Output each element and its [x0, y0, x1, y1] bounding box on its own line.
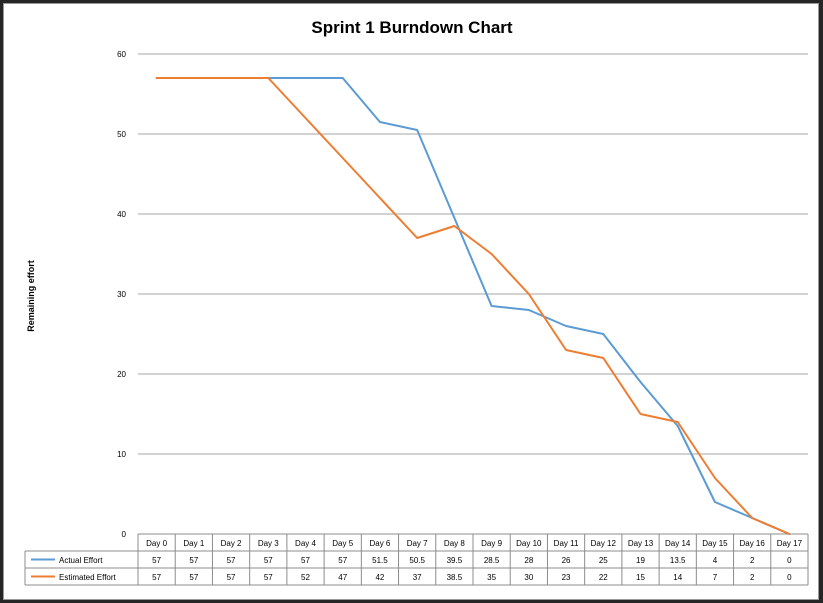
data-table-value: 30 — [524, 573, 533, 582]
data-table-value: 0 — [787, 556, 792, 565]
series-line — [155, 77, 791, 535]
data-table-value: 57 — [264, 556, 273, 565]
data-table-value: 57 — [301, 556, 310, 565]
x-category-label: Day 3 — [258, 539, 279, 548]
data-table-value: 50.5 — [409, 556, 425, 565]
data-table-value: 13.5 — [670, 556, 686, 565]
x-category-label: Day 10 — [516, 539, 542, 548]
data-table-value: 57 — [227, 573, 236, 582]
chart-panel: Sprint 1 Burndown Chart Remaining effort… — [3, 3, 819, 600]
y-tick-label: 10 — [117, 450, 126, 459]
data-table-value: 38.5 — [447, 573, 463, 582]
data-table-value: 57 — [189, 556, 198, 565]
x-category-label: Day 7 — [407, 539, 428, 548]
data-table-value: 57 — [338, 556, 347, 565]
data-table-value: 4 — [713, 556, 718, 565]
data-table-value: 57 — [264, 573, 273, 582]
data-table-value: 2 — [750, 573, 755, 582]
y-tick-label: 50 — [117, 130, 126, 139]
x-category-label: Day 9 — [481, 539, 502, 548]
x-category-label: Day 4 — [295, 539, 316, 548]
data-table-value: 22 — [599, 573, 608, 582]
data-table-value: 23 — [562, 573, 571, 582]
y-tick-label: 0 — [122, 530, 127, 539]
data-table-value: 57 — [152, 556, 161, 565]
data-table-value: 57 — [189, 573, 198, 582]
y-tick-label: 40 — [117, 210, 126, 219]
y-tick-label: 30 — [117, 290, 126, 299]
y-tick-label: 20 — [117, 370, 126, 379]
data-table-value: 37 — [413, 573, 422, 582]
x-category-label: Day 8 — [444, 539, 465, 548]
data-table-value: 28.5 — [484, 556, 500, 565]
x-category-label: Day 0 — [146, 539, 167, 548]
data-table-value: 52 — [301, 573, 310, 582]
data-table-value: 7 — [713, 573, 718, 582]
x-category-label: Day 15 — [702, 539, 728, 548]
data-table-value: 57 — [227, 556, 236, 565]
data-table-value: 19 — [636, 556, 645, 565]
x-category-label: Day 5 — [332, 539, 353, 548]
chart-title: Sprint 1 Burndown Chart — [311, 18, 513, 37]
series-line — [155, 77, 791, 535]
x-category-label: Day 6 — [369, 539, 390, 548]
data-table-value: 26 — [562, 556, 571, 565]
data-table-value: 57 — [152, 573, 161, 582]
data-table-value: 0 — [787, 573, 792, 582]
data-table-value: 35 — [487, 573, 496, 582]
data-table-value: 51.5 — [372, 556, 388, 565]
x-category-label: Day 17 — [777, 539, 803, 548]
data-table-value: 39.5 — [447, 556, 463, 565]
data-table-value: 15 — [636, 573, 645, 582]
data-table-value: 47 — [338, 573, 347, 582]
x-category-label: Day 14 — [665, 539, 691, 548]
legend-label: Estimated Effort — [59, 573, 117, 582]
x-category-label: Day 16 — [739, 539, 765, 548]
data-table-value: 25 — [599, 556, 608, 565]
x-category-label: Day 12 — [591, 539, 617, 548]
data-table-value: 2 — [750, 556, 755, 565]
data-table-value: 42 — [375, 573, 384, 582]
x-category-label: Day 11 — [554, 539, 579, 548]
data-table-value: 14 — [673, 573, 682, 582]
x-category-label: Day 13 — [628, 539, 654, 548]
x-category-label: Day 1 — [183, 539, 204, 548]
legend-label: Actual Effort — [59, 556, 103, 565]
y-tick-label: 60 — [117, 50, 126, 59]
data-table-value: 28 — [524, 556, 533, 565]
x-category-label: Day 2 — [221, 539, 242, 548]
